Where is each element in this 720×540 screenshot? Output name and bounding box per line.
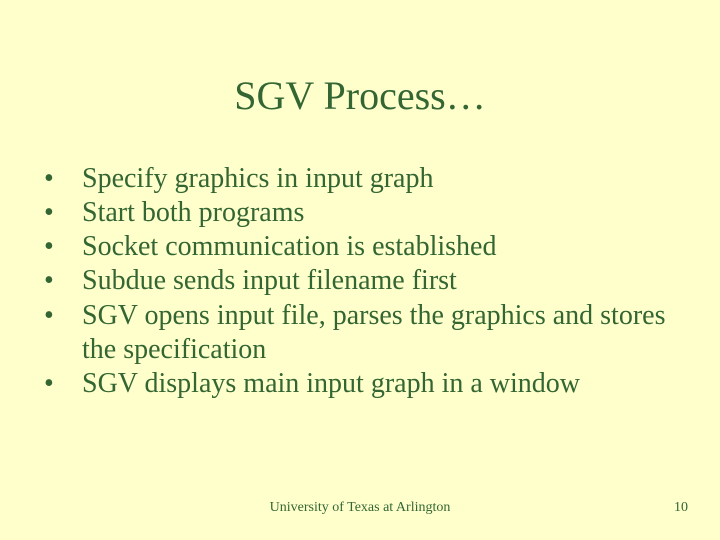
- bullet-icon: •: [42, 299, 82, 333]
- page-number: 10: [674, 500, 688, 516]
- footer-affiliation: University of Texas at Arlington: [0, 500, 720, 516]
- bullet-icon: •: [42, 230, 82, 264]
- bullet-icon: •: [42, 367, 82, 401]
- list-item: • Specify graphics in input graph: [42, 162, 690, 196]
- bullet-text: Subdue sends input filename first: [82, 264, 690, 298]
- bullet-list: • Specify graphics in input graph • Star…: [42, 162, 690, 401]
- bullet-text: Specify graphics in input graph: [82, 162, 690, 196]
- slide-title: SGV Process…: [0, 72, 720, 119]
- list-item: • SGV displays main input graph in a win…: [42, 367, 690, 401]
- bullet-text: SGV displays main input graph in a windo…: [82, 367, 690, 401]
- bullet-icon: •: [42, 196, 82, 230]
- bullet-text: SGV opens input file, parses the graphic…: [82, 299, 690, 367]
- bullet-text: Socket communication is established: [82, 230, 690, 264]
- list-item: • SGV opens input file, parses the graph…: [42, 299, 690, 367]
- bullet-text: Start both programs: [82, 196, 690, 230]
- list-item: • Start both programs: [42, 196, 690, 230]
- bullet-icon: •: [42, 264, 82, 298]
- list-item: • Subdue sends input filename first: [42, 264, 690, 298]
- list-item: • Socket communication is established: [42, 230, 690, 264]
- bullet-icon: •: [42, 162, 82, 196]
